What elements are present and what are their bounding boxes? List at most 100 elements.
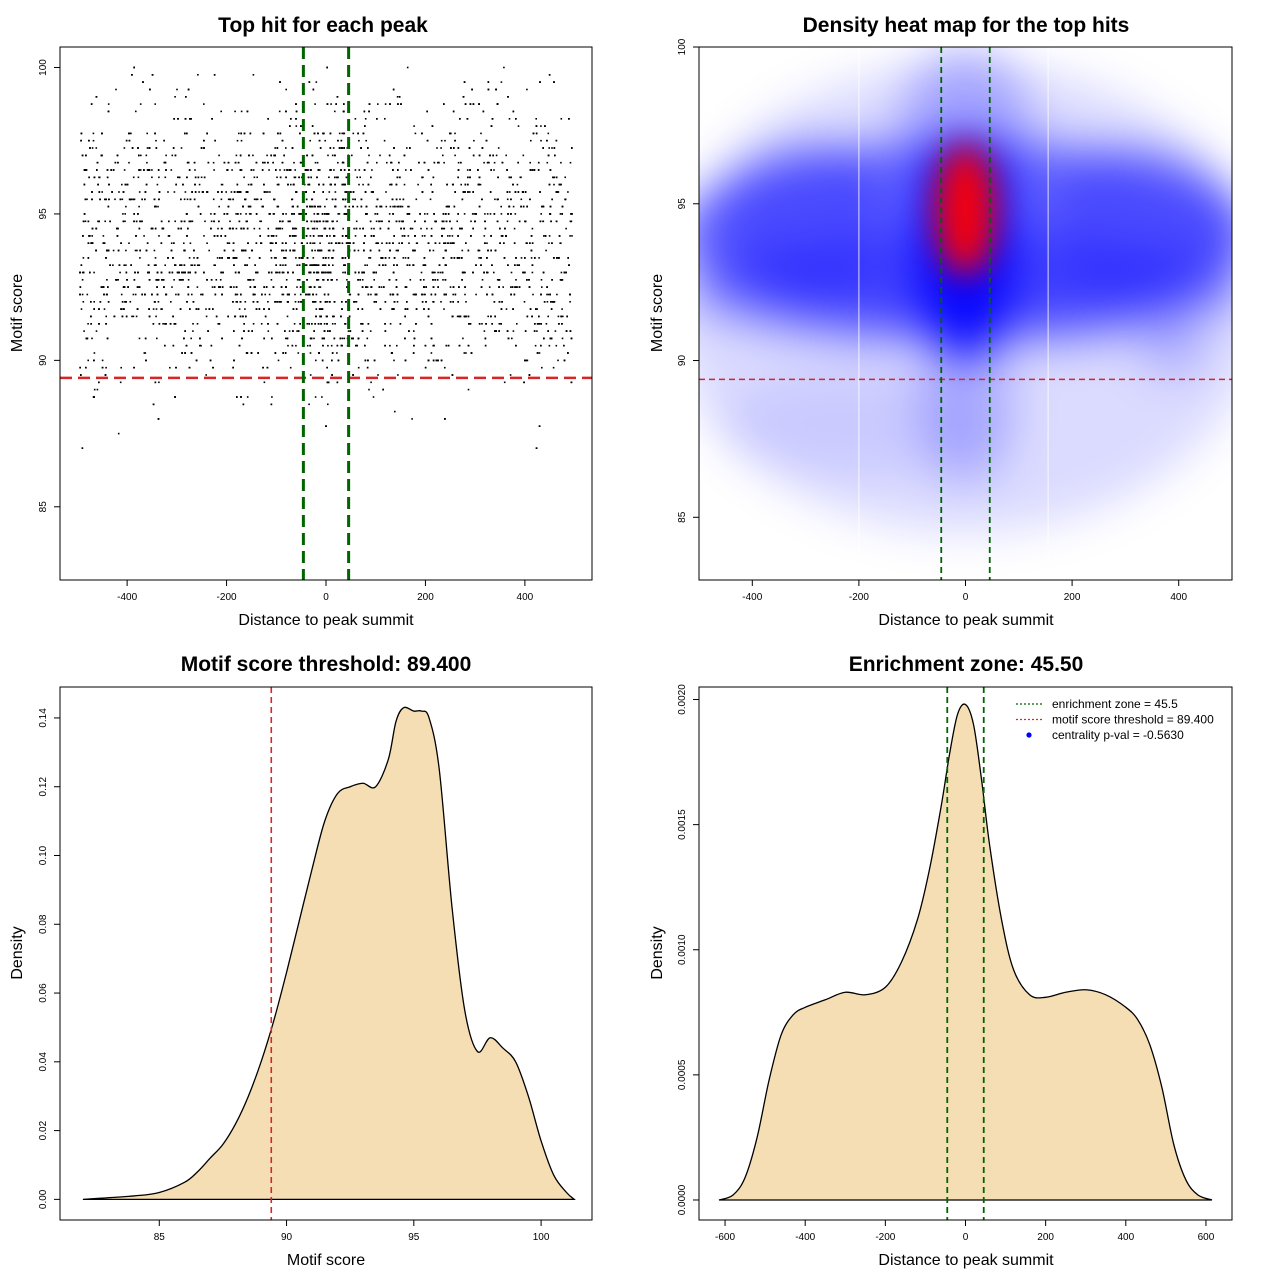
scatter-point <box>500 308 503 310</box>
scatter-point <box>364 125 366 127</box>
scatter-point <box>365 213 367 215</box>
scatter-point <box>548 183 551 186</box>
scatter-point <box>376 118 378 120</box>
scatter-point <box>491 293 494 296</box>
scatter-point <box>362 183 364 186</box>
scatter-point <box>506 191 509 193</box>
scatter-point <box>504 227 506 230</box>
scatter-point <box>498 330 500 332</box>
scatter-point <box>434 293 437 296</box>
scatter-point <box>267 118 269 120</box>
scatter-point <box>174 96 176 98</box>
scatter-point <box>500 205 502 208</box>
scatter-point <box>536 323 539 325</box>
scatter-point <box>211 118 213 120</box>
scatter-point <box>545 323 548 325</box>
scatter-point <box>171 286 173 288</box>
scatter-point <box>286 293 289 296</box>
scatter-point <box>315 308 318 310</box>
scatter-point <box>141 220 143 223</box>
scatter-point <box>406 147 408 149</box>
scatter-point <box>247 205 250 208</box>
scatter-point <box>170 169 173 171</box>
scatter-point <box>397 169 399 171</box>
scatter-point <box>194 183 196 186</box>
scatter-point <box>219 257 221 259</box>
scatter-point <box>404 257 407 259</box>
scatter-point <box>100 286 103 288</box>
scatter-point <box>335 242 337 244</box>
scatter-point <box>113 315 116 318</box>
scatter-point <box>270 279 273 281</box>
scatter-point <box>373 227 375 230</box>
scatter-point <box>292 227 294 230</box>
scatter-point <box>278 271 281 274</box>
scatter-point <box>306 279 308 281</box>
scatter-point <box>322 257 325 259</box>
scatter-point <box>506 220 509 223</box>
scatter-point <box>445 249 447 252</box>
scatter-point <box>290 183 292 186</box>
scatter-point <box>542 271 545 274</box>
scatter-point <box>201 293 204 296</box>
scatter-point <box>157 301 160 303</box>
scatter-point <box>164 176 167 179</box>
scatter-point <box>299 293 302 296</box>
scatter-point <box>80 132 83 135</box>
scatter-point <box>285 249 287 252</box>
scatter-point <box>322 271 324 274</box>
scatter-point <box>529 161 531 164</box>
scatter-point <box>366 161 369 164</box>
scatter-point <box>298 257 301 259</box>
scatter-point <box>189 118 191 120</box>
scatter-point <box>539 220 542 223</box>
scatter-point <box>124 220 126 223</box>
scatter-point <box>238 220 241 223</box>
scatter-point <box>444 139 446 142</box>
scatter-point <box>319 235 321 237</box>
scatter-point <box>305 191 307 193</box>
scatter-point <box>124 213 126 215</box>
scatter-point <box>144 337 147 340</box>
scatter-point <box>510 271 513 274</box>
scatter-point <box>388 257 391 259</box>
scatter-point <box>146 161 148 164</box>
scatter-point <box>178 279 181 281</box>
scatter-point <box>120 293 123 296</box>
scatter-point <box>470 235 472 237</box>
scatter-point <box>483 330 486 332</box>
scatter-point <box>227 257 229 259</box>
scatter-point <box>332 257 334 259</box>
scatter-point <box>164 323 166 325</box>
scatter-point <box>156 279 159 281</box>
scatter-point <box>309 264 311 266</box>
scatter-point <box>300 125 302 127</box>
scatter-point <box>336 96 339 98</box>
scatter-point <box>186 132 188 135</box>
scatter-point <box>516 323 518 325</box>
scatter-point <box>561 205 564 208</box>
scatter-point <box>495 154 498 157</box>
scatter-point <box>285 279 288 281</box>
scatter-point <box>93 308 95 310</box>
scatter-point <box>480 264 482 266</box>
scatter-point <box>298 176 300 179</box>
scatter-point <box>121 183 123 186</box>
scatter-point <box>518 286 521 288</box>
scatter-point <box>197 205 200 208</box>
scatter-point <box>500 235 503 237</box>
scatter-point <box>398 242 400 244</box>
scatter-point <box>490 249 492 252</box>
scatter-point <box>255 242 258 244</box>
scatter-point <box>297 352 300 354</box>
scatter-point <box>478 183 480 186</box>
scatter-point <box>486 161 489 164</box>
scatter-point <box>152 323 155 325</box>
scatter-point <box>337 161 339 164</box>
scatter-point <box>421 301 424 303</box>
scatter-point <box>177 227 180 230</box>
scatter-point <box>342 198 344 201</box>
scatter-point <box>116 154 119 157</box>
scatter-point <box>183 249 185 252</box>
scatter-point <box>124 301 126 303</box>
